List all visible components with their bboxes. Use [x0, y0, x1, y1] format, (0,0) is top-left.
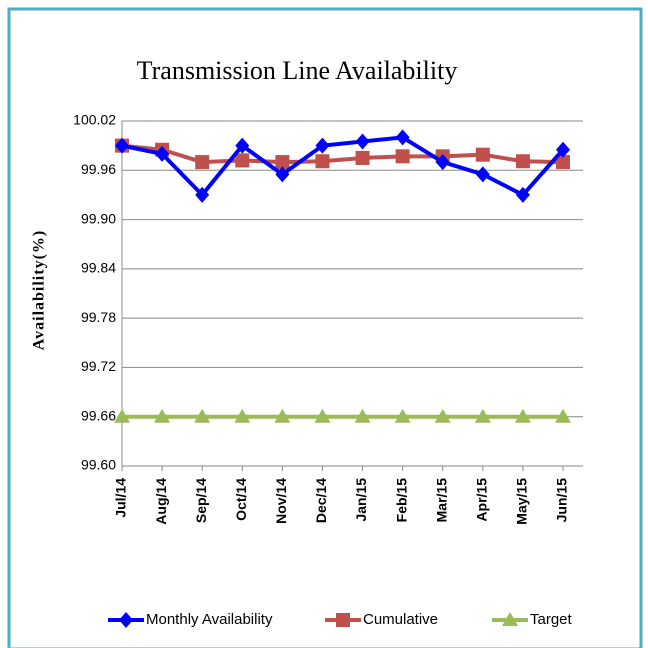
data-point: [315, 154, 330, 169]
data-point: [235, 153, 250, 168]
data-point: [235, 137, 250, 154]
x-tick-label: Jun/15: [554, 478, 570, 523]
x-tick-label: Jan/15: [353, 478, 369, 522]
series-line: [121, 135, 565, 198]
data-point: [515, 186, 530, 203]
data-point: [435, 154, 450, 171]
x-tick-label: Feb/15: [393, 478, 409, 523]
x-tick-label: Nov/14: [273, 478, 289, 524]
data-point: [275, 155, 290, 170]
data-point: [314, 408, 331, 423]
data-point: [395, 149, 410, 164]
data-point: [195, 155, 210, 170]
data-point: [234, 408, 251, 423]
data-point: [115, 137, 129, 154]
data-point: [355, 133, 370, 150]
data-point: [474, 408, 491, 423]
y-tick-label: 99.96: [81, 161, 116, 177]
series-line: [121, 143, 564, 165]
data-point: [395, 129, 410, 146]
legend-marker: [336, 613, 350, 627]
data-point: [434, 408, 451, 423]
x-tick-label: Jul/14: [113, 478, 129, 518]
legend-marker: [502, 612, 518, 626]
y-tick-label: 99.90: [81, 210, 116, 226]
data-point: [394, 408, 411, 423]
data-point: [475, 166, 490, 183]
x-tick-label: Dec/14: [313, 478, 329, 523]
data-point: [155, 145, 170, 162]
data-point: [275, 166, 290, 183]
data-point: [195, 186, 210, 203]
data-point: [475, 147, 490, 162]
x-tick-label: Oct/14: [233, 478, 249, 521]
y-tick-label: 100.02: [73, 112, 116, 128]
data-point: [114, 408, 130, 423]
legend-label: Cumulative: [363, 611, 438, 628]
data-point: [355, 150, 370, 165]
legend-marker: [119, 612, 133, 628]
y-tick-label: 99.66: [81, 407, 116, 423]
data-point: [556, 141, 570, 158]
x-tick-label: Sep/14: [193, 478, 209, 523]
data-point: [514, 408, 531, 423]
data-point: [315, 137, 330, 154]
legend-label: Target: [530, 611, 573, 628]
data-point: [194, 408, 211, 423]
data-point: [555, 408, 571, 423]
data-point: [354, 408, 371, 423]
data-point: [274, 408, 291, 423]
x-tick-label: May/15: [514, 478, 530, 525]
data-point: [556, 155, 570, 170]
y-tick-label: 99.60: [81, 457, 116, 473]
data-point: [154, 408, 171, 423]
frame: [7, 7, 643, 648]
y-tick-label: 99.84: [81, 260, 116, 276]
y-axis-label: Availability(%): [31, 230, 48, 350]
x-tick-label: Apr/15: [474, 478, 490, 522]
x-tick-label: Aug/14: [153, 478, 169, 525]
y-tick-label: 99.72: [81, 358, 116, 374]
x-tick-label: Mar/15: [433, 478, 449, 523]
data-point: [515, 154, 530, 169]
chart-title: Transmission Line Availability: [137, 56, 458, 85]
legend-label: Monthly Availability: [146, 611, 273, 628]
y-tick-label: 99.78: [81, 309, 116, 325]
